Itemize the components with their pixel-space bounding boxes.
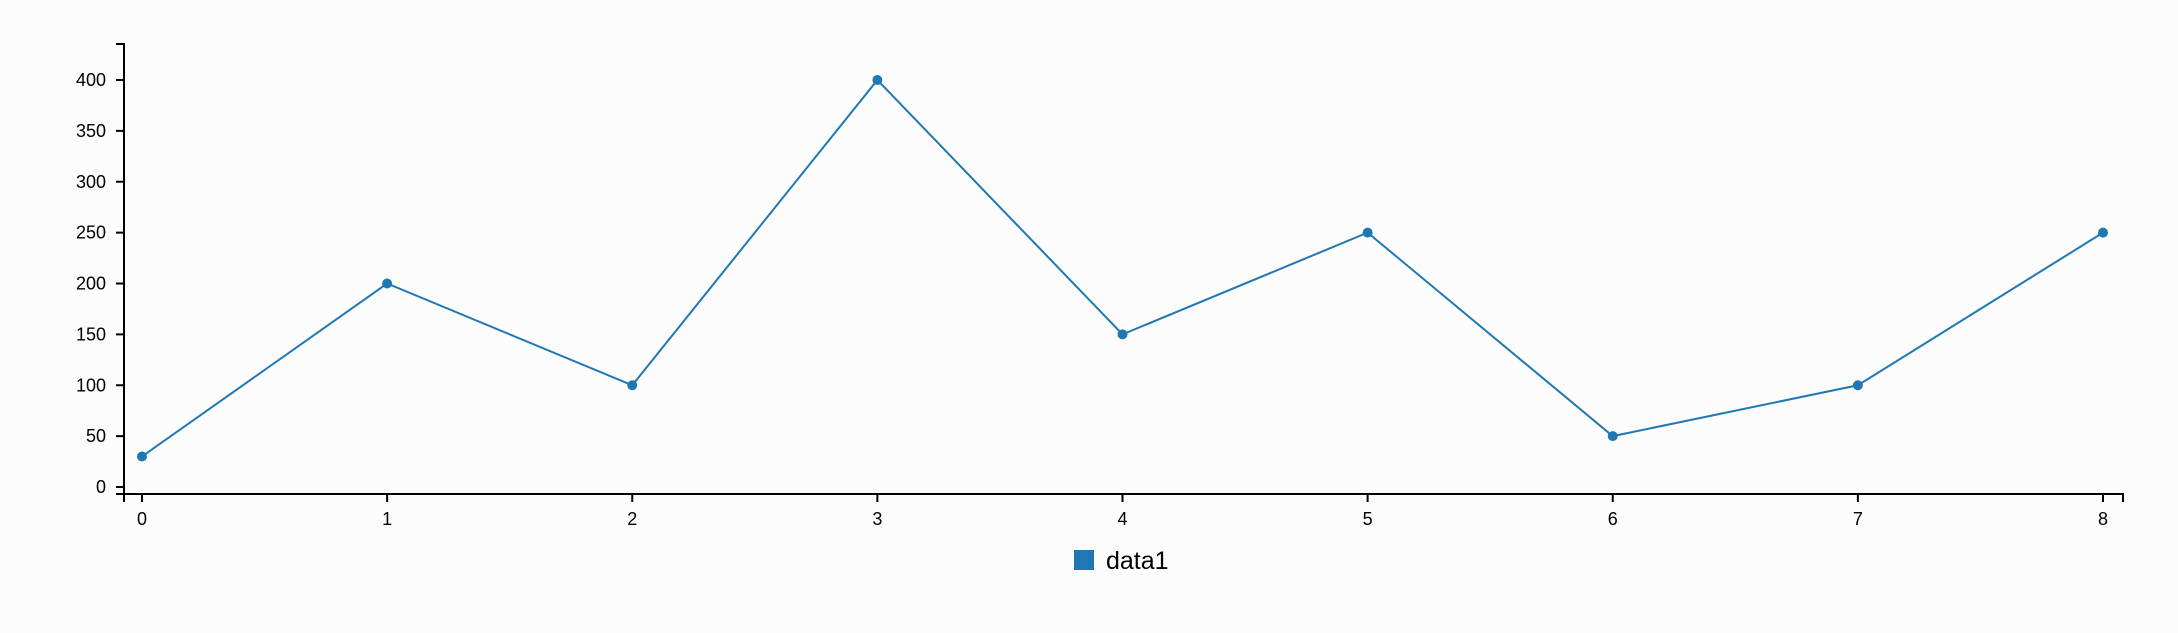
- series-line: [141, 78, 2104, 458]
- legend-swatch[interactable]: [1074, 550, 1094, 570]
- y-tick-label: 300: [76, 172, 106, 192]
- x-tick-label: 4: [1117, 509, 1127, 529]
- data-point[interactable]: [1852, 380, 1863, 391]
- y-tick-label: 250: [76, 223, 106, 243]
- series-layer: [137, 75, 2108, 462]
- x-axis: 0 1 2 3 4 5 6 7 8: [123, 493, 2124, 529]
- data-point[interactable]: [137, 451, 147, 462]
- data-point[interactable]: [2098, 227, 2108, 238]
- legend-item[interactable]: data1: [1074, 547, 1169, 575]
- y-tick-label: 400: [76, 70, 106, 90]
- y-tick-label: 0: [96, 477, 106, 497]
- y-tick-label: 150: [76, 324, 106, 344]
- data-point[interactable]: [1117, 329, 1128, 340]
- legend-label[interactable]: data1: [1106, 547, 1169, 575]
- x-tick-label: 5: [1363, 509, 1373, 529]
- y-axis-line: [116, 43, 125, 495]
- x-tick-label: 7: [1853, 509, 1863, 529]
- x-tick-label: 1: [382, 509, 392, 529]
- series-group: [137, 75, 2108, 462]
- y-tick-label: 350: [76, 121, 106, 141]
- x-tick-label: 2: [627, 509, 637, 529]
- data-point[interactable]: [872, 75, 883, 85]
- data-point[interactable]: [1362, 227, 1373, 238]
- legend: data1: [1074, 547, 1169, 575]
- y-axis: 0 50 100 150 200 250 300 350 400: [76, 43, 125, 497]
- data-point[interactable]: [627, 380, 638, 391]
- x-tick-label: 0: [137, 509, 147, 529]
- data-point[interactable]: [382, 278, 393, 289]
- x-tick-label: 8: [2098, 509, 2108, 529]
- y-tick-label: 50: [86, 426, 106, 446]
- y-tick-label: 100: [76, 375, 106, 395]
- y-tick-label: 200: [76, 274, 106, 294]
- data-point[interactable]: [1607, 431, 1618, 442]
- x-tick-label: 3: [872, 509, 882, 529]
- x-tick-label: 6: [1608, 509, 1618, 529]
